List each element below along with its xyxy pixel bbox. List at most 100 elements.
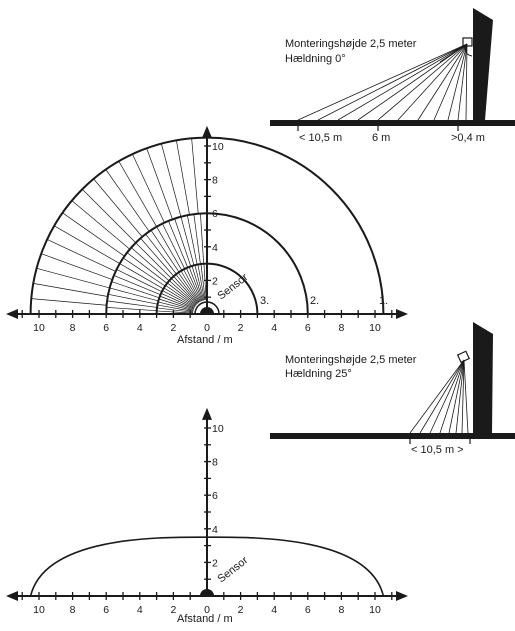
- fan-line-inner: [194, 264, 204, 301]
- beam-line: [448, 359, 465, 434]
- x-tick-label: 0: [204, 604, 210, 616]
- fan-line-middle: [135, 242, 172, 279]
- x-tick-label: 6: [103, 604, 109, 616]
- fan-line-middle: [193, 214, 201, 265]
- fan-line-middle: [174, 218, 192, 267]
- side-view-tilt-25: Monteringshøjde 2,5 meter Hældning 25° <…: [270, 322, 515, 456]
- ground-line: [270, 433, 515, 439]
- fan-line-outer: [146, 148, 173, 220]
- detection-beams: [409, 359, 469, 434]
- fan-line-inner: [157, 301, 194, 311]
- fan-line-middle: [122, 257, 166, 287]
- beam-line: [417, 43, 468, 121]
- fan-line-outer: [105, 169, 150, 232]
- beam-line: [429, 359, 465, 434]
- fan-line-outer: [176, 140, 190, 215]
- beam-line: [433, 43, 468, 121]
- y-tick-label: 10: [212, 141, 224, 153]
- beam-line: [463, 359, 469, 434]
- fan-line-outer: [93, 178, 143, 238]
- ground-ticks: [409, 439, 471, 444]
- fan-line-inner: [183, 269, 201, 302]
- fan-line-outer: [161, 143, 182, 217]
- axes: 10 8 6 4 2 0 2 4 6 8 10 2 4 6 8 10: [6, 125, 408, 334]
- sensor-label: Sensor: [215, 554, 250, 585]
- fan-line-outer: [82, 189, 136, 243]
- fan-line-inner: [158, 298, 194, 311]
- fan-line-middle: [107, 300, 158, 308]
- fan-line-inner: [159, 295, 195, 310]
- x-tick-label: 6: [305, 604, 311, 616]
- detection-beams: [297, 43, 468, 121]
- x-tick-label: 2: [238, 604, 244, 616]
- beam-line: [357, 43, 468, 121]
- x-axis-label: Afstand / m: [177, 334, 233, 346]
- zone-label-3: 3.: [260, 295, 269, 307]
- fan-line-outer: [132, 153, 165, 223]
- y-tick-label: 8: [212, 457, 218, 469]
- x-axis-arrow-right: [396, 591, 408, 601]
- fan-line-inner: [163, 287, 196, 308]
- x-tick-label: 10: [369, 604, 381, 616]
- fan-line-outer: [54, 225, 120, 264]
- sensor-icon: [462, 37, 473, 47]
- sensor-marker: [200, 307, 214, 314]
- distance-label-mid: 6 m: [372, 132, 390, 144]
- fan-line-middle: [186, 215, 198, 265]
- wall: [473, 322, 493, 433]
- fan-line-outer: [118, 161, 157, 227]
- beam-line: [465, 43, 468, 121]
- x-tick-label: 10: [33, 322, 45, 334]
- x-tick-label: 4: [137, 322, 143, 334]
- fan-line-inner: [191, 265, 204, 301]
- beam-line: [447, 43, 468, 121]
- beam-line: [439, 359, 465, 434]
- fan-line-middle: [200, 213, 205, 264]
- mount-height-label: Monteringshøjde 2,5 meter: [285, 38, 417, 50]
- x-tick-label: 2: [170, 322, 176, 334]
- fan-line-outer: [36, 268, 110, 289]
- fan-line-middle: [162, 223, 186, 269]
- zone-label-2: 2.: [310, 295, 319, 307]
- x-tick-label: 6: [103, 322, 109, 334]
- fan-line-middle: [156, 226, 183, 271]
- y-tick-label: 2: [212, 557, 218, 569]
- fan-line-middle: [180, 216, 195, 266]
- fan-line-inner: [169, 280, 197, 305]
- x-tick-label: 2: [170, 604, 176, 616]
- fan-line-inner: [162, 290, 195, 308]
- beam-line: [461, 359, 465, 434]
- fan-line-inner: [178, 272, 200, 303]
- fan-line-inner: [165, 285, 196, 307]
- fan-line-inner: [156, 310, 194, 314]
- fan-line-outer: [31, 298, 107, 306]
- fan-line-inner: [200, 263, 206, 301]
- range-diagram-bottom: 10 8 6 4 2 0 2 4 6 8 10 2 4 6 8 10 Sensor Afstand / m: [6, 407, 408, 625]
- ground-line: [270, 120, 515, 126]
- fan-line-middle: [113, 275, 161, 296]
- beam-line: [419, 359, 465, 434]
- ground-ticks: [297, 126, 459, 131]
- x-axis-label: Afstand / m: [177, 613, 233, 625]
- fan-line-inner: [203, 263, 207, 301]
- fan-line-outer: [33, 283, 108, 297]
- y-tick-label: 4: [212, 242, 218, 254]
- y-tick-label: 4: [212, 524, 218, 536]
- fan-line-inner: [197, 264, 205, 301]
- tilt-label: Hældning 25°: [285, 368, 352, 380]
- x-tick-label: 8: [338, 322, 344, 334]
- distance-label-max: < 10,5 m: [299, 132, 342, 144]
- beam-line: [397, 43, 468, 121]
- x-tick-label: 4: [271, 604, 277, 616]
- x-tick-label: 10: [33, 604, 45, 616]
- fan-line-middle: [145, 233, 177, 275]
- fan-line-inner: [157, 304, 194, 312]
- sensor-icon: [456, 350, 471, 364]
- x-tick-label: 8: [338, 604, 344, 616]
- y-tick-label: 10: [212, 423, 224, 435]
- distance-label-min: >0,4 m: [451, 132, 485, 144]
- fan-line-inner: [180, 270, 201, 303]
- fan-line-outer: [46, 239, 116, 272]
